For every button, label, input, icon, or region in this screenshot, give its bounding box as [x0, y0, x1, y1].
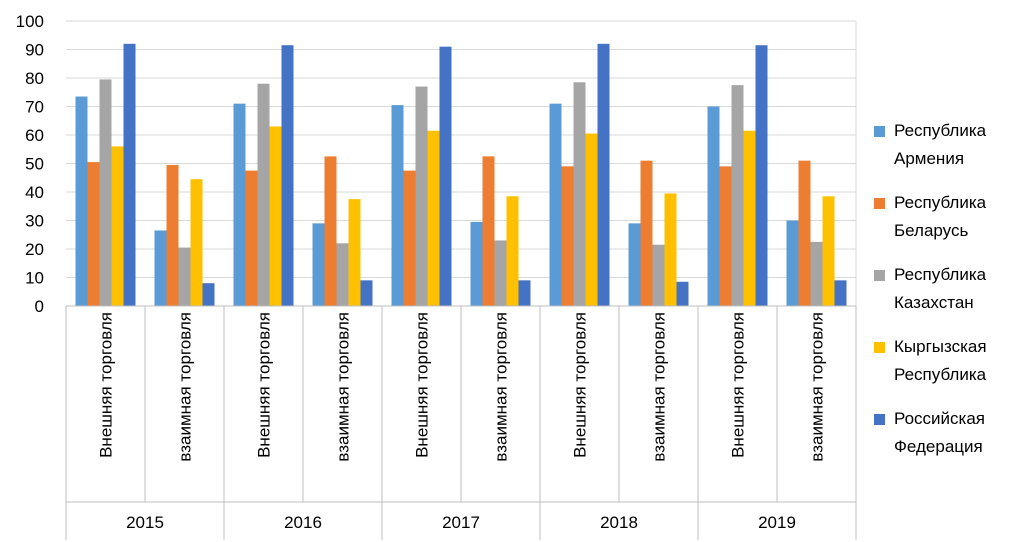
- x-category-label: взаимная торговля: [492, 312, 511, 462]
- x-category-label: Внешняя торговля: [571, 312, 590, 458]
- legend-label: Российская: [894, 409, 985, 428]
- bar: [719, 166, 732, 306]
- y-tick-label: 70: [25, 98, 44, 117]
- bar: [755, 45, 768, 306]
- bar: [123, 43, 136, 307]
- bar: [245, 170, 258, 306]
- x-category-label: взаимная торговля: [176, 312, 195, 462]
- bar: [482, 156, 495, 306]
- legend-label: Республика: [894, 121, 987, 140]
- x-year-label: 2019: [758, 513, 796, 532]
- bar: [676, 281, 689, 306]
- y-tick-label: 50: [25, 155, 44, 174]
- legend-swatch: [874, 198, 885, 209]
- bar: [111, 146, 124, 306]
- y-tick-label: 60: [25, 126, 44, 145]
- bar: [786, 220, 799, 306]
- bar: [427, 130, 440, 306]
- bar: [549, 103, 562, 307]
- bar: [178, 247, 191, 306]
- bar: [190, 179, 203, 306]
- legend-label: Кыргызская: [894, 337, 987, 356]
- bar: [597, 43, 610, 307]
- x-category-label: взаимная торговля: [808, 312, 827, 462]
- y-tick-label: 20: [25, 240, 44, 259]
- bar: [798, 160, 811, 306]
- bar: [743, 130, 756, 306]
- legend-label: Казахстан: [894, 293, 974, 312]
- legend-label: Беларусь: [894, 221, 968, 240]
- legend-swatch: [874, 270, 885, 281]
- bar: [810, 241, 823, 306]
- legend-label: Республика: [894, 265, 987, 284]
- x-category-label: Внешняя торговля: [413, 312, 432, 458]
- bar: [233, 103, 246, 307]
- bar: [652, 244, 665, 306]
- y-tick-label: 80: [25, 69, 44, 88]
- bars: [75, 43, 847, 307]
- legend: Республика Армения Республика Беларусь Респу…: [874, 121, 987, 456]
- bar: [494, 240, 507, 306]
- y-tick-label: 90: [25, 41, 44, 60]
- y-tick-label: 0: [35, 297, 44, 316]
- x-category-label: взаимная торговля: [650, 312, 669, 462]
- bar: [834, 280, 847, 306]
- bar: [731, 85, 744, 306]
- bar: [391, 105, 404, 306]
- bar: [202, 283, 215, 306]
- legend-swatch: [874, 342, 885, 353]
- legend-label: Республика: [894, 365, 987, 384]
- x-year-label: 2017: [442, 513, 480, 532]
- legend-label: Республика: [894, 193, 987, 212]
- bar: [403, 170, 416, 306]
- bar: [269, 126, 282, 306]
- bar: [257, 83, 270, 306]
- legend-label: Армения: [894, 149, 964, 168]
- bar: [415, 86, 428, 306]
- bar: [166, 164, 179, 306]
- x-category-label: Внешняя торговля: [255, 312, 274, 458]
- x-category-label: взаимная торговля: [334, 312, 353, 462]
- bar: [707, 106, 720, 306]
- legend-label: Федерация: [894, 437, 983, 456]
- bar: [99, 79, 112, 306]
- bar: [822, 196, 835, 306]
- bar: [75, 96, 88, 307]
- bar: [470, 221, 483, 306]
- bar: [324, 156, 337, 306]
- bar: [439, 46, 452, 307]
- bar: [281, 45, 294, 306]
- bar: [312, 223, 325, 306]
- bar: [585, 133, 598, 306]
- y-tick-label: 10: [25, 269, 44, 288]
- bar: [561, 166, 574, 306]
- y-tick-label: 40: [25, 183, 44, 202]
- x-year-label: 2018: [600, 513, 638, 532]
- bar: [573, 82, 586, 307]
- bar: [348, 199, 361, 306]
- bar: [336, 243, 349, 306]
- bar: [506, 196, 519, 306]
- legend-swatch: [874, 414, 885, 425]
- bar: [664, 193, 677, 306]
- bar: [87, 162, 100, 306]
- legend-swatch: [874, 126, 885, 137]
- bar: [628, 223, 641, 306]
- x-category-label: Внешняя торговля: [729, 312, 748, 458]
- bar: [360, 280, 373, 306]
- x-category-label: Внешняя торговля: [97, 312, 116, 458]
- x-year-label: 2015: [126, 513, 164, 532]
- y-tick-label: 100: [16, 12, 44, 31]
- y-tick-label: 30: [25, 212, 44, 231]
- y-axis-ticks: 0 10 20 30 40 50 60 70 80 90 100: [16, 12, 44, 316]
- bar: [518, 280, 531, 306]
- bar: [154, 230, 167, 306]
- bar: [640, 160, 653, 306]
- x-axis: Внешняя торговля взаимная торговля Внешняя…: [65, 305, 857, 540]
- x-year-label: 2016: [284, 513, 322, 532]
